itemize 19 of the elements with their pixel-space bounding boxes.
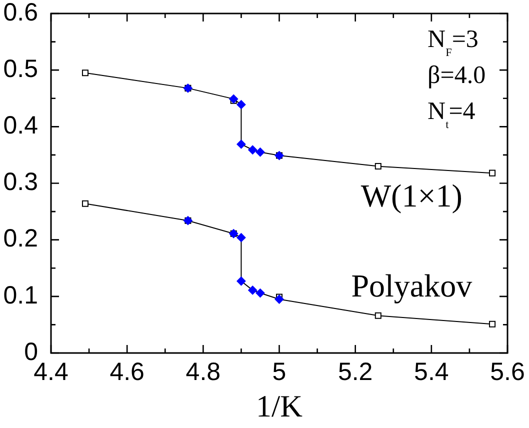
- y-tick-label: 0.6: [3, 0, 38, 26]
- x-tick-label: 5.6: [490, 358, 525, 386]
- x-tick-label: 5: [272, 358, 286, 386]
- legend-label: W(1×1): [360, 178, 462, 214]
- y-tick-label: 0.4: [3, 112, 38, 140]
- legend-label: Polyakov: [351, 268, 472, 304]
- x-axis-title: 1/K: [256, 388, 304, 424]
- x-tick-label: 5.4: [414, 358, 449, 386]
- x-tick-label: 4.6: [110, 358, 144, 386]
- x-tick-label: 5.2: [338, 358, 373, 386]
- y-tick-label: 0: [24, 338, 38, 366]
- x-tick-label: 4.8: [186, 358, 221, 386]
- y-tick-label: 0.5: [3, 54, 38, 83]
- annotation: N$_{F}$=3: [428, 26, 478, 58]
- annotation: N$_{t}$=4: [428, 98, 476, 130]
- y-tick-label: 0.1: [3, 281, 38, 310]
- y-tick-label: 0.2: [3, 224, 38, 253]
- annotation: β=4.0: [428, 62, 486, 88]
- y-tick-label: 0.3: [3, 168, 38, 196]
